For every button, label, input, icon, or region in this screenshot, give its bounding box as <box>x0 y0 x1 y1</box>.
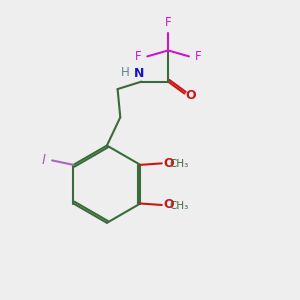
Text: F: F <box>165 16 171 29</box>
Text: CH₃: CH₃ <box>169 159 188 169</box>
Text: F: F <box>135 50 141 63</box>
Text: N: N <box>134 67 144 80</box>
Text: F: F <box>195 50 202 63</box>
Text: CH₃: CH₃ <box>169 201 188 211</box>
Text: O: O <box>186 89 196 102</box>
Text: H: H <box>121 66 129 79</box>
Text: I: I <box>42 153 46 167</box>
Text: O: O <box>163 199 174 212</box>
Text: O: O <box>163 157 174 170</box>
